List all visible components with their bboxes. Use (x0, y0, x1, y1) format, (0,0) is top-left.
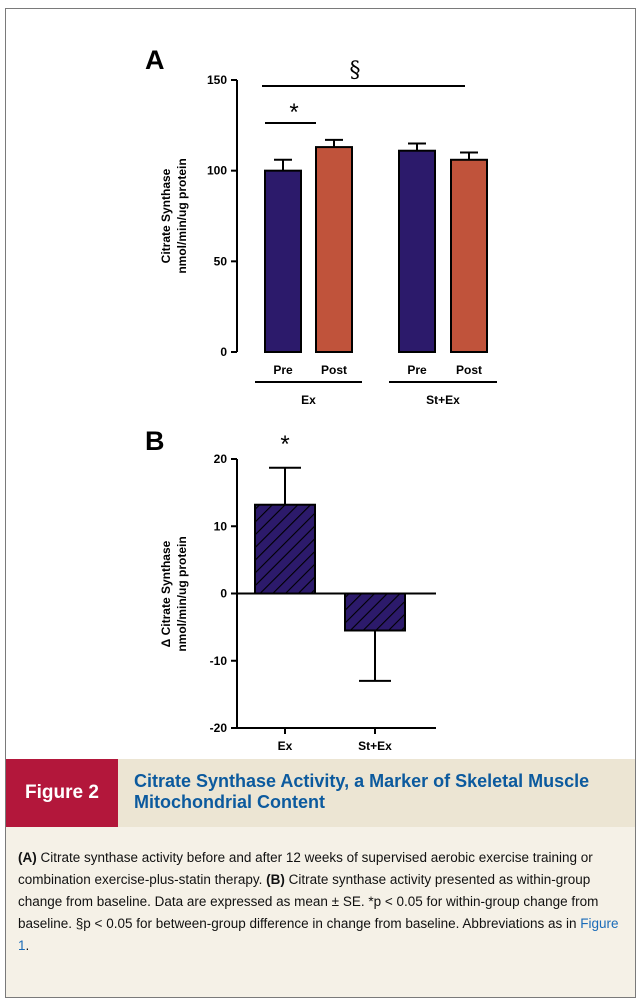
caption-panel-b-text: Citrate synthase activity presented as w… (18, 872, 591, 909)
figure-1-link[interactable]: Figure 1 (18, 916, 619, 953)
caption-panel-b-tag: (B) (266, 872, 285, 887)
panel-a-within-asterisk: * (289, 99, 298, 126)
caption-panel-a-text: Citrate synthase activity before and aft… (18, 850, 593, 887)
panel-a-bar-label: Pre (407, 363, 427, 377)
panel-b-y-tick-label: 10 (214, 519, 228, 533)
panel-b-y-tick-label: -10 (210, 654, 228, 668)
panel-b-label: B (145, 426, 165, 456)
panel-a-bar-ex-post (315, 146, 353, 353)
caption-title: Citrate Synthase Activity, a Marker of S… (134, 771, 590, 812)
panel-a-group-label: Ex (301, 393, 316, 407)
panel-a-bar-ex-pre (264, 169, 302, 353)
panel-a-bar-label: Post (321, 363, 347, 377)
panel-b-x-tick-label: Ex (278, 739, 293, 753)
caption-panel-a-tag: (A) (18, 850, 37, 865)
panel-b-ylabel-line1: Δ Citrate Synthase (159, 540, 173, 647)
panel-b-x-tick-label: St+Ex (358, 739, 392, 753)
panel-a-y-tick-label: 100 (207, 164, 227, 178)
caption-body: (A) Citrate synthase activity before and… (6, 827, 635, 997)
panel-a-between-symbol: § (350, 58, 361, 83)
panel-b-ylabel-line2: nmol/min/ug protein (175, 536, 189, 651)
caption-stat-text: *p < 0.05 for within-group change from b… (18, 894, 599, 931)
panel-a-ylabel-line2: nmol/min/ug protein (175, 158, 189, 273)
panel-a-ylabel-line1: Citrate Synthase (159, 168, 173, 263)
panel-b-asterisk: * (280, 431, 289, 458)
panel-b-y-tick-label: 20 (214, 452, 228, 466)
panel-a-bar-st-ex-pre (398, 149, 436, 353)
caption-header: Figure 2 Citrate Synthase Activity, a Ma… (6, 759, 635, 827)
panel-b-bar-ex (254, 503, 316, 595)
panel-a-bar-label: Post (456, 363, 482, 377)
panel-a-label: A (145, 45, 165, 75)
panel-a-bar-label: Pre (273, 363, 293, 377)
panel-a-group-label: St+Ex (426, 393, 460, 407)
panel-a-y-tick-label: 0 (220, 345, 227, 359)
panel-b-y-tick-label: 0 (220, 587, 227, 601)
panel-b-bar-st-ex (344, 592, 406, 632)
panel-b-y-tick-label: -20 (210, 721, 228, 735)
panel-a-y-tick-label: 50 (214, 254, 228, 268)
figure-tag: Figure 2 (6, 759, 118, 827)
panel-a-y-tick-label: 150 (207, 73, 227, 87)
caption-end: . (25, 938, 30, 953)
panel-a-bar-st-ex-post (450, 158, 488, 353)
